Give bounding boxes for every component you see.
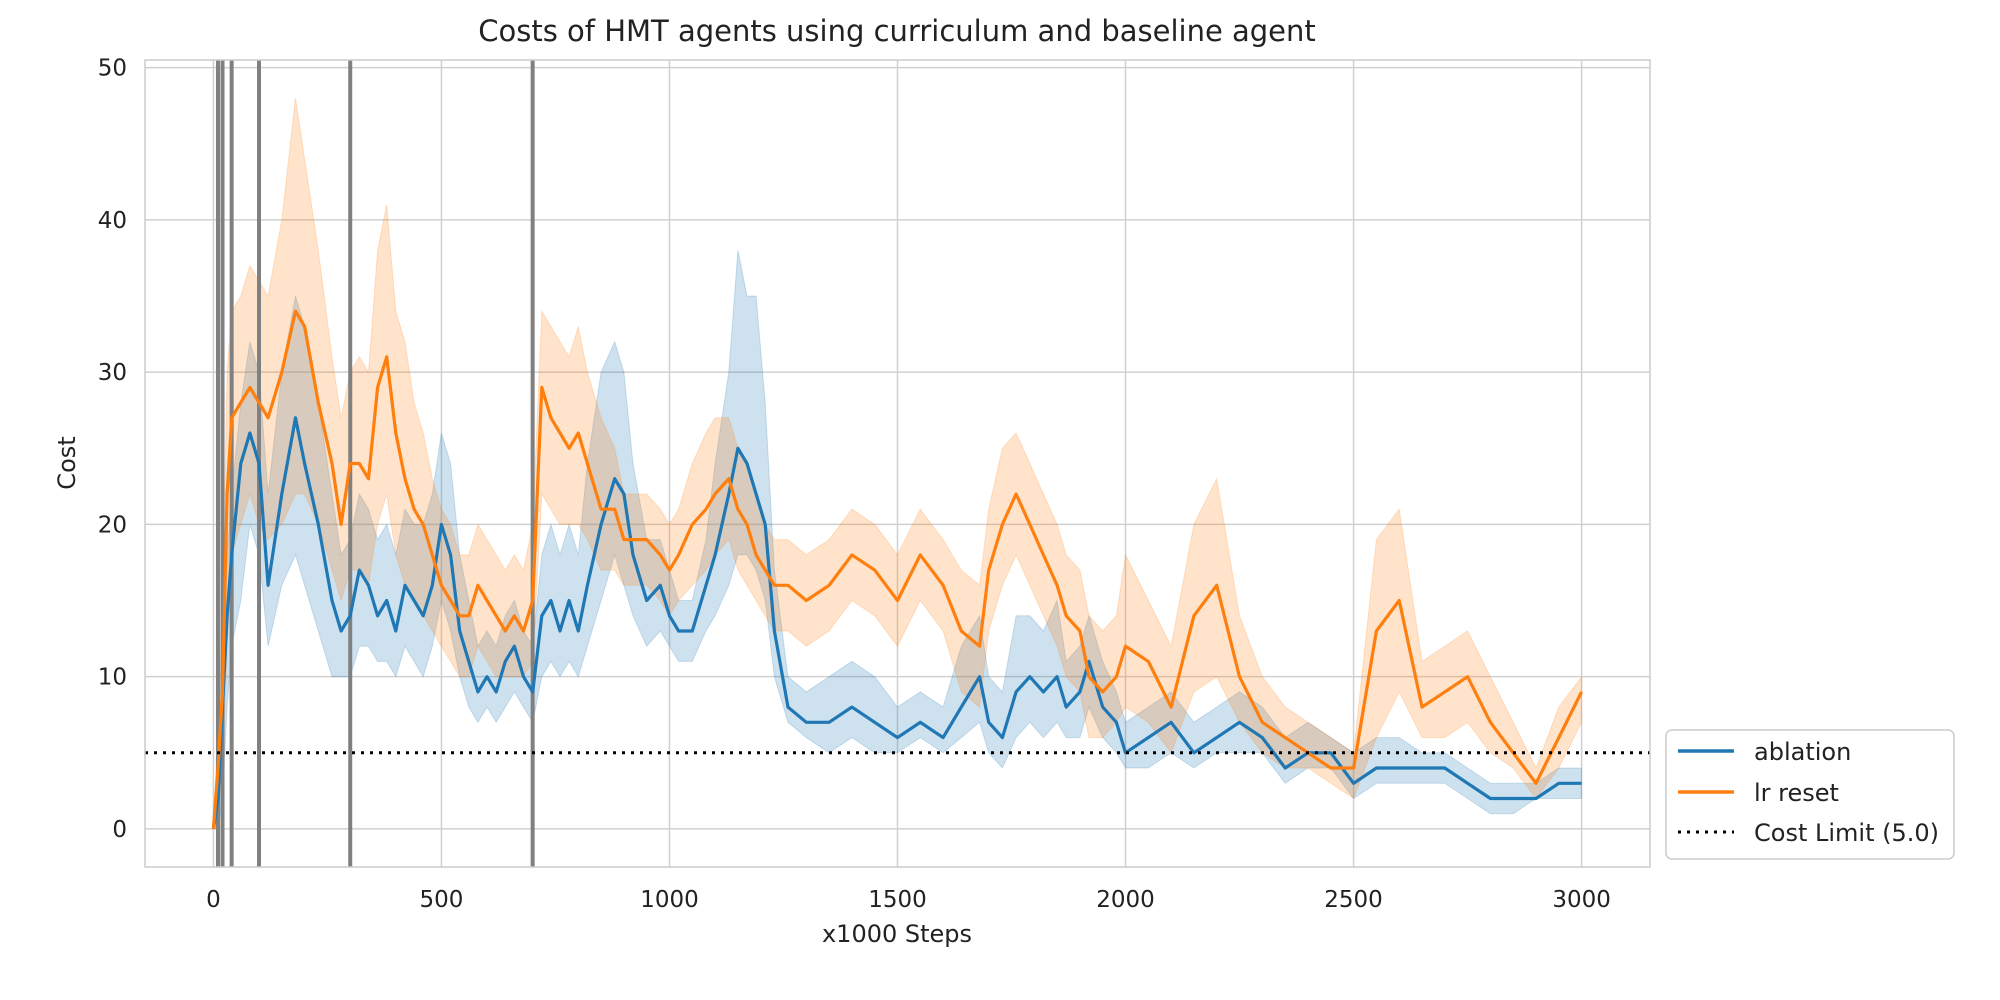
- grid-lines: [145, 60, 1650, 867]
- x-tick-label: 2000: [1096, 887, 1155, 913]
- legend-label-ablation: ablation: [1754, 738, 1851, 766]
- y-tick-label: 0: [112, 817, 127, 843]
- y-tick-label: 10: [98, 665, 127, 691]
- y-tick-label: 20: [98, 512, 127, 538]
- x-tick-labels: 0 500 1000 1500 2000 2500 3000: [206, 887, 1611, 913]
- curriculum-switch-lines: [215, 60, 535, 867]
- legend-box: [1665, 729, 1955, 860]
- plot-frame: [144, 59, 1651, 868]
- y-tick-label: 50: [98, 56, 127, 82]
- x-tick-label: 2500: [1324, 887, 1383, 913]
- x-axis-title: x1000 Steps: [822, 920, 972, 948]
- x-tick-label: 0: [206, 887, 221, 913]
- legend: ablation lr reset Cost Limit (5.0): [1665, 729, 1955, 860]
- line-ablation: [211, 416, 1582, 830]
- band-lr-reset: [212, 98, 1583, 830]
- legend-label-lr-reset: lr reset: [1754, 779, 1839, 807]
- series-lines: [211, 309, 1584, 830]
- legend-label-cost-limit: Cost Limit (5.0): [1754, 819, 1939, 847]
- x-tick-label: 1000: [640, 887, 699, 913]
- x-tick-label: 1500: [868, 887, 927, 913]
- x-tick-label: 500: [419, 887, 463, 913]
- x-tick-label: 3000: [1552, 887, 1611, 913]
- chart-title: Costs of HMT agents using curriculum and…: [478, 14, 1316, 48]
- line-lr-reset: [211, 309, 1584, 830]
- y-tick-labels: 0 10 20 30 40 50: [98, 56, 127, 843]
- y-tick-label: 40: [98, 208, 127, 234]
- y-tick-label: 30: [98, 360, 127, 386]
- y-axis-title: Cost: [53, 436, 81, 489]
